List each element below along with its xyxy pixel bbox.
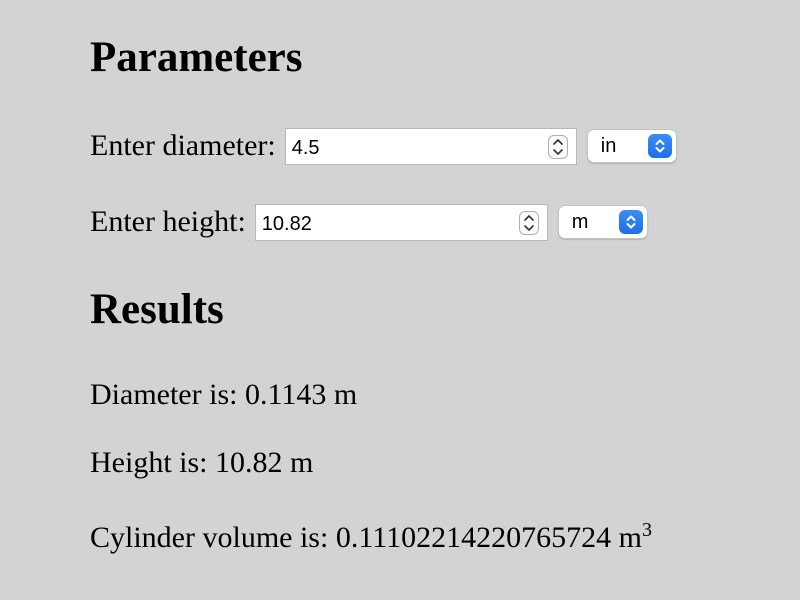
select-chevrons-icon [647, 134, 672, 158]
diameter-input-value: 4.5 [291, 136, 320, 159]
diameter-unit-select[interactable]: in [586, 129, 677, 163]
volume-result: Cylinder volume is: 0.11102214220765724 … [90, 520, 652, 554]
diameter-label: Enter diameter: [90, 129, 276, 162]
height-stepper-icon[interactable] [518, 210, 539, 235]
height-unit-select[interactable]: m [557, 205, 648, 239]
diameter-row: Enter diameter: 4.5 in [90, 126, 677, 166]
select-chevrons-icon [618, 210, 643, 234]
parameters-heading: Parameters [90, 34, 303, 81]
height-input[interactable]: 10.82 [254, 203, 548, 241]
diameter-input[interactable]: 4.5 [284, 127, 577, 165]
results-heading: Results [90, 286, 224, 333]
height-row: Enter height: 10.82 m [90, 202, 648, 242]
diameter-result: Diameter is: 0.1143 m [90, 378, 358, 411]
volume-result-text: Cylinder volume is: 0.11102214220765724 … [90, 521, 642, 554]
diameter-stepper-icon[interactable] [547, 134, 568, 159]
height-unit-value: m [571, 210, 589, 233]
diameter-unit-value: in [600, 134, 617, 157]
height-input-value: 10.82 [261, 212, 312, 235]
height-label: Enter height: [90, 205, 246, 238]
volume-exponent: 3 [641, 519, 652, 541]
height-result: Height is: 10.82 m [90, 446, 314, 479]
